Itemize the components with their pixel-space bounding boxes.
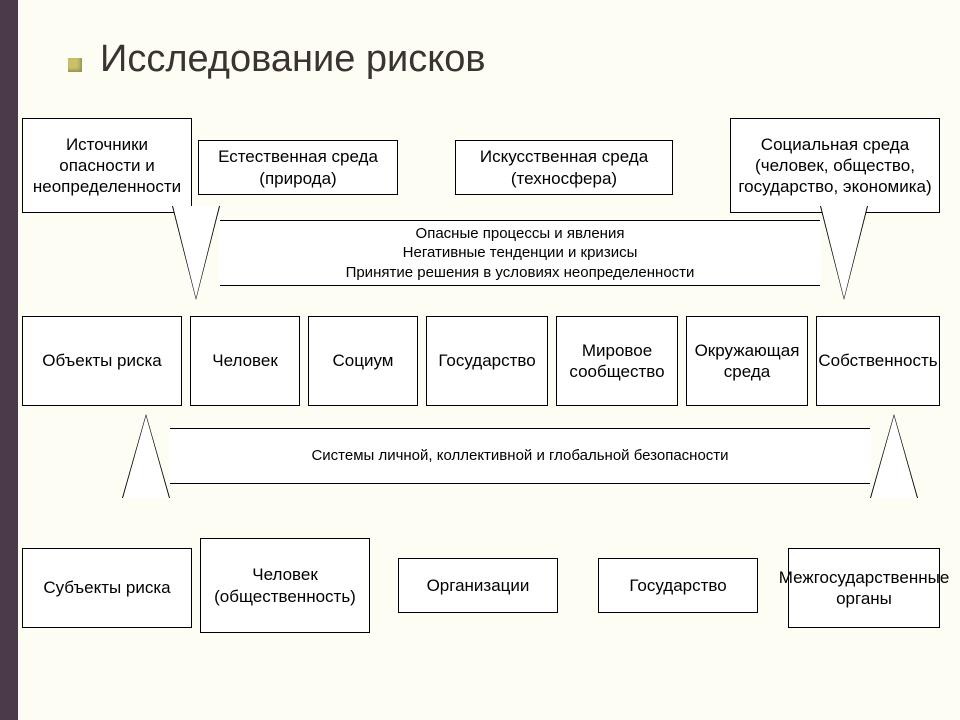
- title-bullet-icon: [68, 58, 82, 72]
- arrow-1-head-right: [821, 206, 867, 298]
- arrow-2-head-right: [871, 416, 917, 498]
- row2-box-5: Собственность: [816, 316, 940, 406]
- arrow-2-head-left: [123, 416, 169, 498]
- arrow-1-head-left: [173, 206, 219, 298]
- row3-box-2: Государство: [598, 558, 758, 613]
- row2-box-2: Государство: [426, 316, 548, 406]
- row2-box-0: Человек: [190, 316, 300, 406]
- row2-box-4: Окружающая среда: [686, 316, 808, 406]
- arrow-2: Системы личной, коллективной и глобально…: [170, 428, 870, 484]
- arrow-1: Опасные процессы и явленияНегативные тен…: [220, 220, 820, 286]
- row1-box-0: Естественная среда (природа): [198, 140, 398, 195]
- row3-label-box: Субъекты риска: [22, 548, 192, 628]
- sidebar-accent: [0, 0, 18, 720]
- row1-box-1: Искусственная среда (техносфера): [455, 140, 673, 195]
- arrow-2-seam-right: [868, 429, 871, 483]
- page-title: Исследование рисков: [100, 38, 486, 81]
- arrow-2-seam-left: [169, 429, 172, 483]
- arrow-1-seam-right: [818, 221, 821, 285]
- row1-label-box: Источники опасности и неопределенности: [22, 118, 192, 213]
- row1-box-2: Социальная среда (человек, общество, гос…: [730, 118, 940, 213]
- row3-box-1: Организации: [398, 558, 558, 613]
- row3-box-0: Человек (общественность): [200, 538, 370, 633]
- arrow-1-line: Негативные тенденции и кризисы: [403, 243, 638, 263]
- arrow-2-line: Системы личной, коллективной и глобально…: [311, 446, 728, 466]
- arrow-1-seam-left: [219, 221, 222, 285]
- arrow-1-line: Принятие решения в условиях неопределенн…: [346, 263, 695, 283]
- arrow-1-line: Опасные процессы и явления: [416, 224, 625, 244]
- row3-box-3: Межгосударственные органы: [788, 548, 940, 628]
- row2-box-1: Социум: [308, 316, 418, 406]
- row2-box-3: Мировое сообщество: [556, 316, 678, 406]
- row2-label-box: Объекты риска: [22, 316, 182, 406]
